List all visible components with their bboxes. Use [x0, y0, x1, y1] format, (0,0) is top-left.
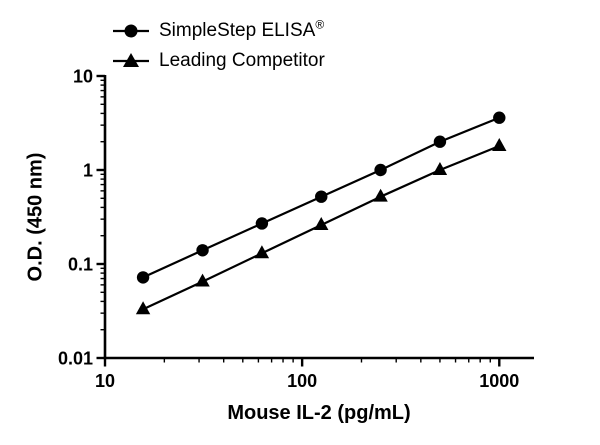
- data-point-circle: [196, 244, 209, 257]
- legend: SimpleStep ELISA® Leading Competitor: [112, 18, 325, 74]
- data-point-triangle: [314, 216, 329, 230]
- legend-text: Leading Competitor: [159, 50, 325, 71]
- data-point-triangle: [373, 188, 388, 202]
- y-tick-label: 1: [83, 161, 93, 181]
- data-point-circle: [315, 190, 328, 203]
- y-tick-label: 0.1: [68, 255, 93, 275]
- data-point-circle: [255, 217, 269, 230]
- data-point-triangle: [254, 245, 270, 259]
- x-tick-label: 10: [95, 371, 115, 391]
- y-tick-label: 0.01: [58, 349, 93, 369]
- data-point-circle: [433, 135, 447, 148]
- circle-marker-icon: [113, 24, 149, 38]
- legend-label-simplestep: SimpleStep ELISA®: [159, 18, 324, 44]
- x-axis-title: Mouse IL-2 (pg/mL): [227, 402, 411, 424]
- legend-item-competitor: Leading Competitor: [112, 48, 325, 74]
- legend-label-competitor: Leading Competitor: [159, 48, 325, 74]
- data-point-circle: [493, 111, 506, 124]
- data-point-circle: [374, 163, 387, 177]
- y-tick-label: 10: [73, 67, 93, 87]
- data-point-circle: [136, 271, 150, 284]
- data-point-triangle: [195, 273, 210, 287]
- legend-item-simplestep: SimpleStep ELISA®: [112, 18, 325, 44]
- data-point-triangle: [135, 301, 151, 315]
- legend-text: SimpleStep ELISA: [159, 20, 316, 41]
- data-point-triangle: [432, 162, 448, 175]
- x-tick-label: 100: [287, 371, 317, 391]
- triangle-marker-icon: [113, 53, 149, 67]
- y-axis-title: O.D. (450 nm): [24, 152, 47, 282]
- registered-mark: ®: [315, 17, 325, 32]
- data-point-triangle: [492, 138, 507, 151]
- x-tick-label: 1000: [479, 371, 519, 391]
